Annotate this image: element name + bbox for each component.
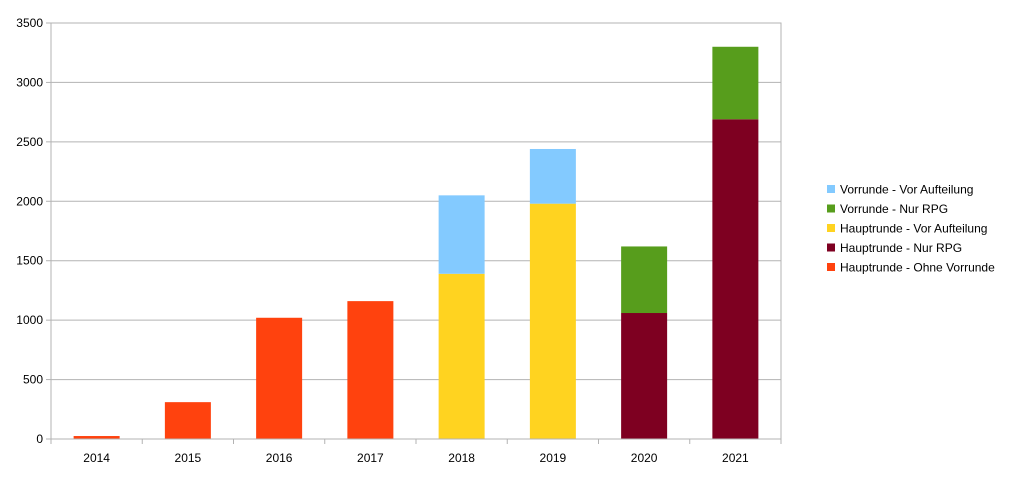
legend-swatch [827, 263, 835, 271]
legend-label: Vorrunde - Vor Aufteilung [840, 183, 973, 197]
bar-segment [438, 273, 485, 439]
bar-segment [164, 402, 211, 439]
bar-segment [621, 313, 668, 439]
x-tick-label: 2020 [631, 451, 658, 465]
y-tick-label: 3500 [16, 16, 43, 30]
x-tick-label: 2017 [357, 451, 384, 465]
legend-swatch [827, 243, 835, 252]
bar-segment [73, 436, 120, 439]
bar-segment [712, 119, 759, 439]
bar-segment [712, 46, 759, 120]
bar-segment [256, 317, 303, 439]
bar-segment [529, 203, 576, 439]
bar-segment [347, 301, 394, 439]
x-tick-label: 2019 [540, 451, 567, 465]
y-tick-label: 0 [36, 432, 43, 446]
bar-segment [621, 246, 668, 314]
legend-label: Hauptrunde - Nur RPG [840, 241, 962, 255]
legend-swatch [827, 185, 835, 193]
grid [51, 22, 781, 381]
x-tick-label: 2021 [722, 451, 749, 465]
x-tick-label: 2018 [448, 451, 475, 465]
y-tick-label: 1000 [16, 313, 43, 327]
x-tick-label: 2016 [266, 451, 293, 465]
y-tick-label: 3000 [16, 75, 43, 89]
legend-swatch [827, 204, 835, 213]
y-tick-label: 500 [23, 373, 43, 387]
plot-frame [50, 22, 782, 440]
legend-swatch [827, 224, 835, 232]
x-tick-label: 2015 [175, 451, 202, 465]
y-tick-label: 2500 [16, 135, 43, 149]
x-tick-label: 2014 [83, 451, 110, 465]
legend: Vorrunde - Vor Aufteilung Vorrunde - Nur … [827, 183, 995, 275]
legend-label: Hauptrunde - Vor Aufteilung [840, 222, 987, 236]
bar-segment [529, 148, 576, 204]
y-tick-label: 1500 [16, 254, 43, 268]
y-tick-label: 2000 [16, 194, 43, 208]
legend-label: Hauptrunde - Ohne Vorrunde [840, 261, 995, 275]
bar-segment [438, 195, 485, 274]
legend-label: Vorrunde - Nur RPG [840, 202, 948, 216]
axes: 0 500 1000 1500 2000 2500 3000 3500 2014 2015 2016… [16, 16, 782, 465]
bars [73, 46, 759, 439]
